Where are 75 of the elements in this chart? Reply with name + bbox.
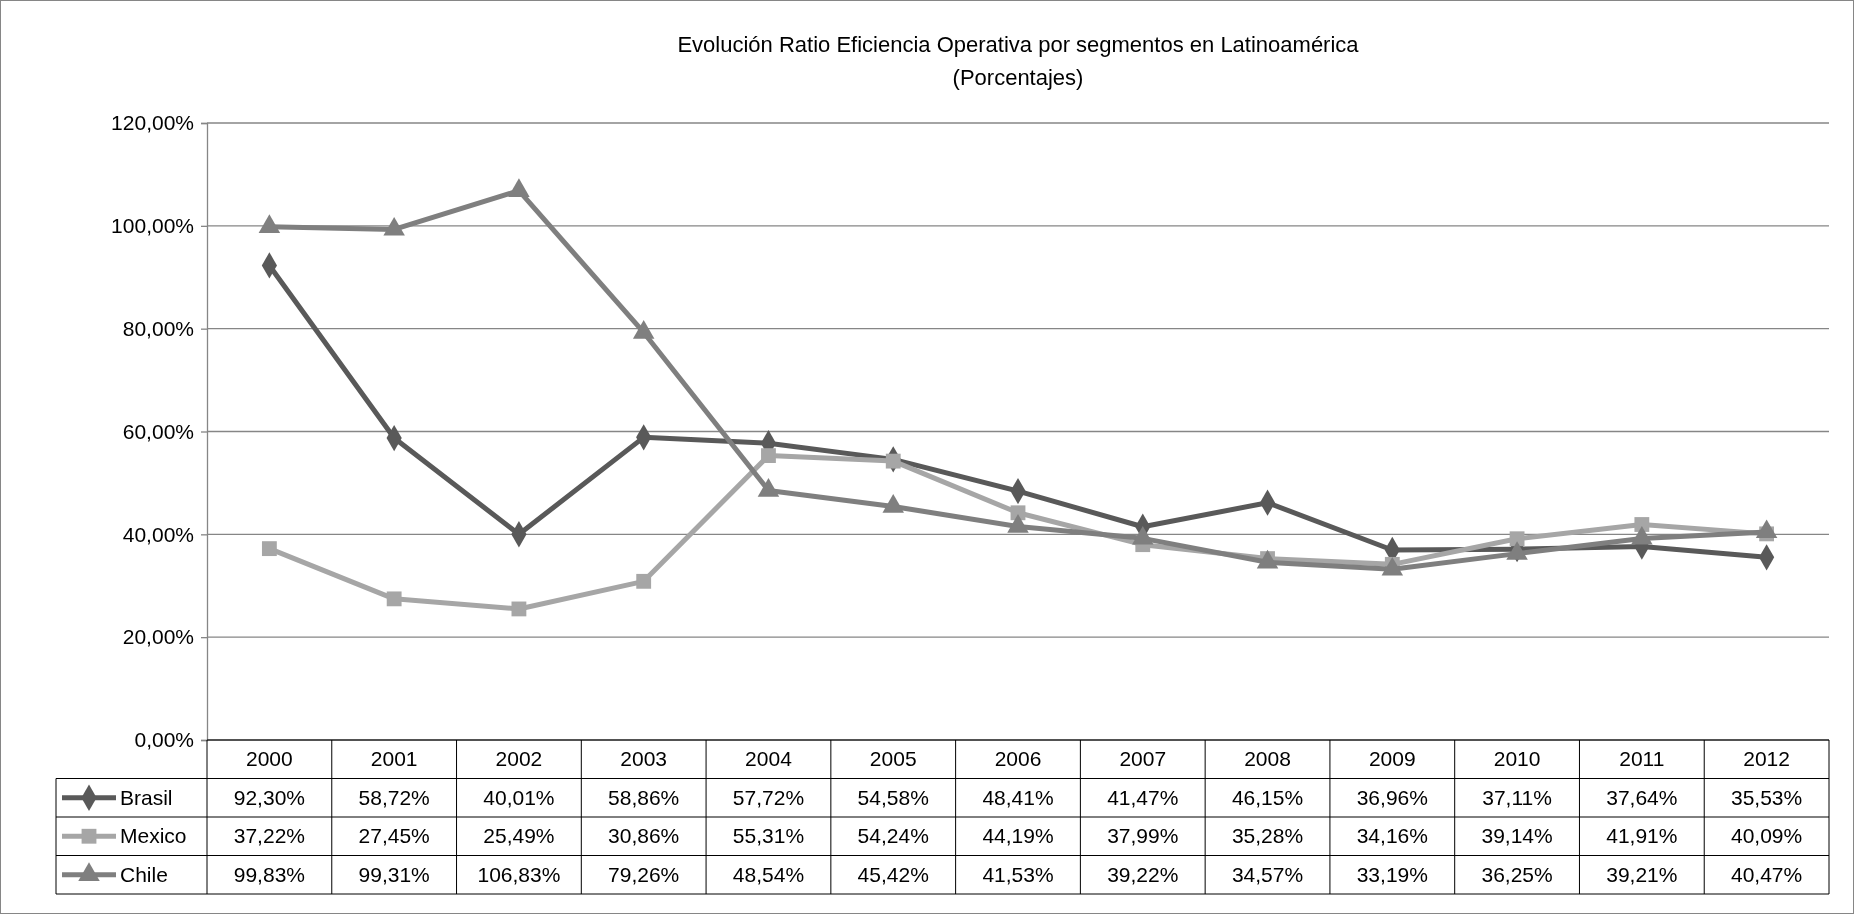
data-label: 58,72% bbox=[358, 785, 430, 809]
data-label: 46,15% bbox=[1231, 785, 1304, 809]
x-tick-label: 2001 bbox=[370, 747, 418, 771]
data-label: 92,30% bbox=[233, 785, 305, 809]
data-label: 54,58% bbox=[857, 785, 929, 809]
data-label: 48,54% bbox=[732, 862, 805, 886]
data-label: 45,42% bbox=[857, 862, 929, 886]
data-label: 39,14% bbox=[1481, 824, 1553, 848]
data-label: 79,26% bbox=[608, 862, 680, 886]
y-tick-label: 20,00% bbox=[122, 625, 194, 649]
point bbox=[508, 178, 530, 197]
x-tick-label: 2004 bbox=[745, 747, 793, 771]
data-label: 106,83% bbox=[477, 862, 561, 886]
point bbox=[383, 216, 405, 236]
data-label: 48,41% bbox=[982, 785, 1054, 809]
data-label: 34,57% bbox=[1231, 862, 1304, 886]
x-tick-label: 2009 bbox=[1368, 747, 1416, 771]
data-label: 33,19% bbox=[1356, 862, 1428, 886]
y-tick-label: 0,00% bbox=[134, 728, 194, 752]
data-label: 36,96% bbox=[1356, 785, 1428, 809]
point bbox=[761, 448, 776, 464]
legend-label: Brasil bbox=[120, 785, 173, 809]
data-label: 37,64% bbox=[1606, 785, 1678, 809]
legend-label: Mexico bbox=[120, 824, 187, 848]
chart-title: Evolución Ratio Eficiencia Operativa por segmentos en Latinoamérica bbox=[677, 32, 1360, 57]
point bbox=[386, 591, 402, 607]
x-tick-label: 2002 bbox=[495, 747, 543, 771]
data-label: 37,22% bbox=[233, 824, 305, 848]
data-label: 99,31% bbox=[358, 862, 430, 886]
x-tick-label: 2005 bbox=[869, 747, 917, 771]
y-tick-label: 100,00% bbox=[111, 214, 194, 238]
data-label: 40,01% bbox=[483, 785, 555, 809]
data-label: 54,24% bbox=[857, 824, 929, 848]
y-tick-label: 120,00% bbox=[111, 111, 194, 135]
data-label: 30,86% bbox=[608, 824, 680, 848]
x-tick-label: 2008 bbox=[1244, 747, 1291, 771]
data-label: 39,21% bbox=[1606, 862, 1678, 886]
data-label: 44,19% bbox=[982, 824, 1054, 848]
point bbox=[1634, 517, 1650, 532]
data-label: 35,53% bbox=[1731, 785, 1803, 809]
data-label: 55,31% bbox=[732, 824, 805, 848]
point bbox=[261, 541, 277, 557]
x-tick-label: 2007 bbox=[1119, 747, 1167, 771]
data-label: 57,72% bbox=[732, 785, 805, 809]
data-label: 37,99% bbox=[1107, 824, 1179, 848]
data-label: 39,22% bbox=[1107, 862, 1179, 886]
x-tick-label: 2000 bbox=[246, 747, 293, 771]
x-tick-label: 2012 bbox=[1743, 747, 1790, 771]
point bbox=[1509, 531, 1525, 547]
data-label: 37,11% bbox=[1482, 785, 1552, 809]
point bbox=[636, 573, 652, 589]
y-tick-label: 40,00% bbox=[122, 522, 194, 546]
data-label: 36,25% bbox=[1481, 862, 1553, 886]
x-tick-label: 2011 bbox=[1619, 747, 1665, 771]
data-label: 40,47% bbox=[1731, 862, 1803, 886]
point bbox=[258, 214, 281, 233]
x-tick-label: 2006 bbox=[994, 747, 1042, 771]
data-label: 25,49% bbox=[483, 824, 555, 848]
chart-subtitle: (Porcentajes) bbox=[952, 65, 1084, 90]
y-tick-label: 60,00% bbox=[122, 419, 194, 443]
data-label: 58,86% bbox=[608, 785, 680, 809]
data-label: 40,09% bbox=[1731, 824, 1803, 848]
data-label: 34,16% bbox=[1356, 824, 1428, 848]
data-label: 41,47% bbox=[1107, 785, 1179, 809]
data-label: 41,91% bbox=[1606, 824, 1678, 848]
x-tick-label: 2010 bbox=[1493, 747, 1541, 771]
data-label: 99,83% bbox=[233, 862, 305, 886]
data-label: 27,45% bbox=[358, 824, 430, 848]
point bbox=[632, 320, 655, 339]
x-tick-label: 2003 bbox=[620, 747, 668, 771]
data-label: 41,53% bbox=[982, 862, 1054, 886]
y-tick-label: 80,00% bbox=[122, 316, 194, 340]
legend-label: Chile bbox=[120, 862, 168, 886]
point bbox=[885, 453, 901, 469]
data-label: 35,28% bbox=[1231, 824, 1304, 848]
